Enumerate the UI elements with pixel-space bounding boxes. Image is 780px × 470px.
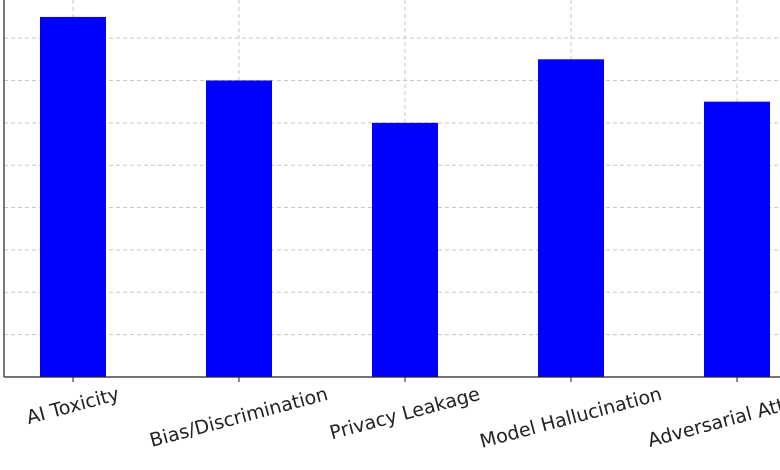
bar	[704, 101, 770, 378]
bar	[538, 59, 604, 377]
x-tick-label: Bias/Discrimination	[147, 383, 330, 452]
x-tick-label: Model Hallucination	[478, 383, 665, 453]
bar	[40, 16, 106, 378]
bar	[206, 80, 272, 377]
x-tick-label: Adversarial Attacks	[645, 383, 780, 452]
bar	[372, 122, 438, 377]
x-tick-label: AI Toxicity	[24, 383, 121, 429]
x-tick-label: Privacy Leakage	[327, 383, 482, 444]
